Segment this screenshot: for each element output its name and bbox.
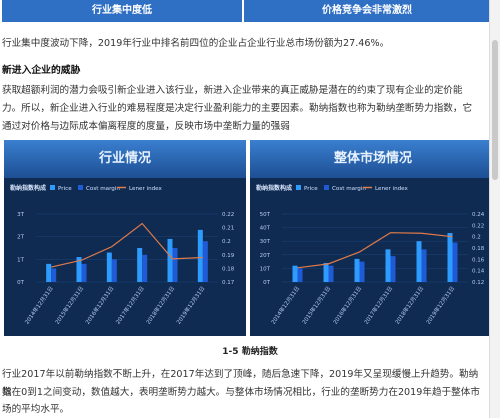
x-tick-label: 2017年12月31日 (362, 285, 394, 326)
y-tick-right: 0.21 (222, 226, 234, 232)
x-tick-label: 2017年12月31日 (114, 285, 146, 326)
chart-title: 行业情况 (4, 140, 246, 178)
legend-label: Cost margin (332, 186, 366, 192)
bar-cost-margin (359, 261, 365, 282)
industry-chart: 勒纳指数构成 Price Cost margin Lener index 0T 1T 2T 3… (10, 184, 235, 326)
x-tick-label: 2019年12月31日 (174, 285, 206, 326)
legend-label: Lener index (129, 186, 163, 192)
y-tick-right: 0.18 (222, 266, 235, 272)
x-tick-label: 2015年12月31日 (300, 285, 332, 326)
bar-cost-margin (202, 241, 208, 282)
lerner-index-line (51, 222, 203, 268)
y-tick-left: 0T (17, 280, 24, 286)
bar-price (323, 262, 329, 282)
bar-price (447, 233, 453, 282)
bar-price (197, 229, 203, 282)
bar-price (416, 241, 422, 282)
legend-label: Price (304, 186, 318, 192)
bar-cost-margin (390, 256, 396, 282)
y-tick-left: 3T (17, 212, 24, 218)
x-tick-label: 2019年12月31日 (424, 285, 456, 326)
bar-price (292, 265, 298, 282)
y-tick-right: 0.2 (472, 235, 481, 241)
x-tick-label: 2018年12月31日 (393, 285, 425, 326)
y-tick-left: 0T (263, 280, 270, 286)
y-tick-right: 0.19 (222, 253, 235, 259)
y-tick-left: 30T (260, 239, 271, 245)
lerner-index-line (297, 232, 453, 269)
chart-panel-industry: 行业情况 勒纳指数构成 Price Cost margin Lener index 0T… (4, 140, 246, 336)
bar-cost-margin (297, 268, 303, 282)
y-tick-right: 0.17 (222, 280, 235, 286)
paragraph-line: 力。所以，新企业进入行业的难易程度是决定行业盈利能力的主要因素。勒纳指数也称为勒… (2, 103, 473, 114)
bar-cost-margin (452, 242, 458, 282)
legend-swatch (50, 185, 55, 190)
legend-swatch (324, 185, 329, 190)
bar-cost-margin (328, 265, 334, 282)
y-tick-right: 0.24 (472, 212, 485, 218)
y-tick-right: 0.22 (222, 212, 234, 218)
y-tick-right: 0.22 (472, 223, 484, 229)
table-header-row: 行业集中度低 价格竞争会非常激烈 (0, 0, 500, 22)
bar-cost-margin (421, 249, 427, 282)
legend-swatch (78, 185, 83, 190)
y-tick-right: 0.2 (222, 239, 231, 245)
x-tick-label: 2015年12月31日 (53, 285, 85, 326)
legend-label: Price (58, 186, 72, 192)
y-tick-right: 0.18 (472, 246, 485, 252)
bar-cost-margin (111, 259, 117, 282)
figure-caption: 1-5 勒纳指数 (222, 347, 278, 357)
paragraph-line: 场的平均水平。 (2, 404, 70, 415)
bar-price (76, 257, 82, 282)
header-cell-competition: 价格竞争会非常激烈 (244, 0, 490, 22)
legend-label: Lener index (375, 186, 409, 192)
paragraph-line: 数在0到1之间变动，数值越大，表明垄断势力越大。与整体市场情况相比，行业的垄断势… (2, 387, 480, 398)
x-tick-label: 2016年12月31日 (83, 285, 115, 326)
y-tick-left: 2T (17, 235, 24, 241)
legend-label: Cost margin (86, 186, 120, 192)
y-tick-left: 20T (260, 253, 271, 259)
x-tick-label: 2014年12月31日 (23, 285, 55, 326)
bar-cost-margin (51, 268, 57, 282)
y-tick-left: 10T (260, 266, 271, 272)
bar-cost-margin (81, 263, 87, 282)
chart-panel-market: 整体市场情况 勒纳指数构成 Price Cost margin Lener index… (250, 140, 496, 336)
y-tick-right: 0.16 (472, 257, 485, 263)
chart-subtitle: 勒纳指数构成 (256, 184, 292, 192)
x-tick-label: 2014年12月31日 (269, 285, 301, 326)
y-tick-right: 0.12 (472, 280, 484, 286)
bar-price (354, 258, 360, 282)
bar-price (167, 238, 173, 282)
y-tick-left: 50T (260, 212, 271, 218)
paragraph-line: 获取超额利润的潜力会吸引新企业进入该行业，新进入企业带来的真正威胁是潜在的约束了… (2, 85, 463, 96)
header-cell-concentration: 行业集中度低 (2, 0, 242, 22)
scrollbar-thumb[interactable] (492, 40, 498, 180)
x-tick-label: 2016年12月31日 (331, 285, 363, 326)
x-tick-label: 2018年12月31日 (144, 285, 176, 326)
intro-text: 行业集中度波动下降，2019年行业中排名前四位的企业占企业行业总市场份额为27.… (2, 38, 390, 49)
bar-price (46, 263, 52, 282)
bar-price (137, 248, 143, 282)
y-tick-left: 1T (17, 257, 24, 263)
paragraph-line: 行业2017年以前勒纳指数不断上升，在2017年达到了顶峰，随后急速下降，201… (2, 369, 479, 398)
market-chart: 勒纳指数构成 Price Cost margin Lener index 0T 10T 20… (256, 184, 485, 326)
paragraph-line: 通过对价格与边际成本偏离程度的度量，反映市场中垄断力量的强弱 (2, 121, 290, 132)
section-title: 新进入企业的威胁 (2, 65, 81, 76)
bar-cost-margin (142, 254, 148, 282)
chart-title: 整体市场情况 (250, 140, 496, 178)
y-tick-right: 0.14 (472, 269, 485, 275)
vertical-scrollbar[interactable] (489, 0, 500, 418)
bar-price (385, 249, 391, 282)
bar-price (106, 252, 112, 282)
legend-swatch (296, 185, 301, 190)
bar-cost-margin (172, 248, 178, 282)
y-tick-left: 40T (260, 226, 271, 232)
chart-subtitle: 勒纳指数构成 (10, 184, 46, 192)
